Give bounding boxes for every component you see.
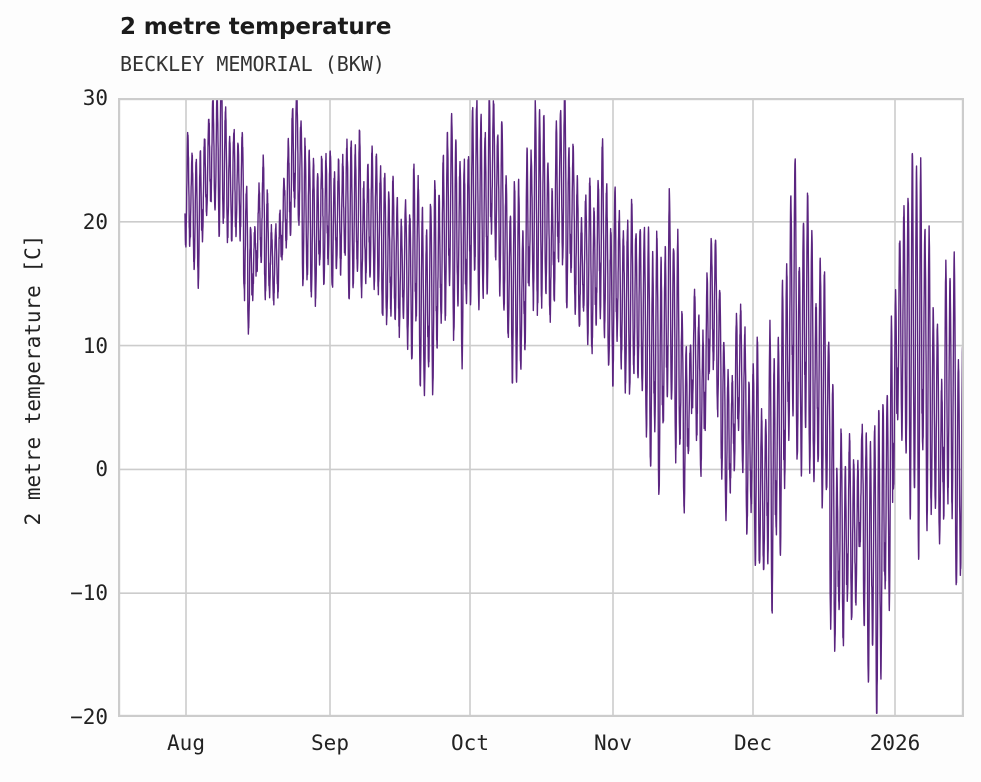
x-tick-label: Oct bbox=[451, 731, 489, 755]
series-line-2-metre-temperature bbox=[184, 98, 964, 714]
x-tick-label: Nov bbox=[594, 731, 632, 755]
x-tick-label: Dec bbox=[734, 731, 772, 755]
chart-canvas bbox=[118, 98, 964, 717]
y-tick-label: −20 bbox=[70, 705, 108, 729]
y-tick-label: 10 bbox=[82, 333, 108, 358]
y-tick-label: −10 bbox=[70, 581, 108, 606]
axis-frame bbox=[118, 98, 964, 717]
y-axis-ticks: 30 20 10 0 −10 −20 bbox=[0, 0, 108, 782]
chart-subtitle: BECKLEY MEMORIAL (BKW) bbox=[120, 52, 385, 76]
chart-title: 2 metre temperature bbox=[120, 14, 392, 40]
y-tick-label: 20 bbox=[82, 209, 108, 234]
y-tick-label: 0 bbox=[95, 457, 108, 482]
y-tick-label: 30 bbox=[82, 86, 108, 110]
x-tick-label: Aug bbox=[167, 731, 205, 755]
x-tick-label: 2026 bbox=[869, 731, 921, 755]
plot-area bbox=[118, 98, 964, 717]
x-tick-label: Sep bbox=[311, 731, 349, 755]
